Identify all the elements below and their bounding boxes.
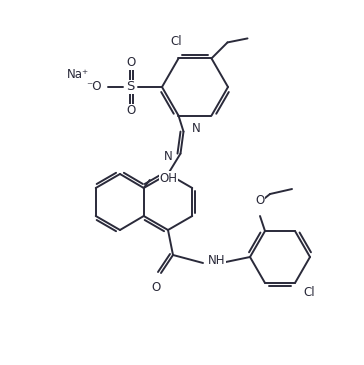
Text: O: O	[256, 194, 265, 207]
Text: O: O	[151, 281, 161, 294]
Text: N: N	[191, 122, 200, 135]
Text: Na⁺: Na⁺	[67, 69, 89, 81]
Text: Cl: Cl	[303, 287, 314, 299]
Text: O: O	[126, 104, 136, 118]
Text: ⁻O: ⁻O	[87, 81, 102, 93]
Text: O: O	[126, 57, 136, 69]
Text: S: S	[126, 81, 134, 93]
Text: N: N	[164, 150, 173, 163]
Text: Cl: Cl	[171, 35, 182, 49]
Text: NH: NH	[208, 254, 226, 268]
Text: OH: OH	[160, 172, 178, 184]
